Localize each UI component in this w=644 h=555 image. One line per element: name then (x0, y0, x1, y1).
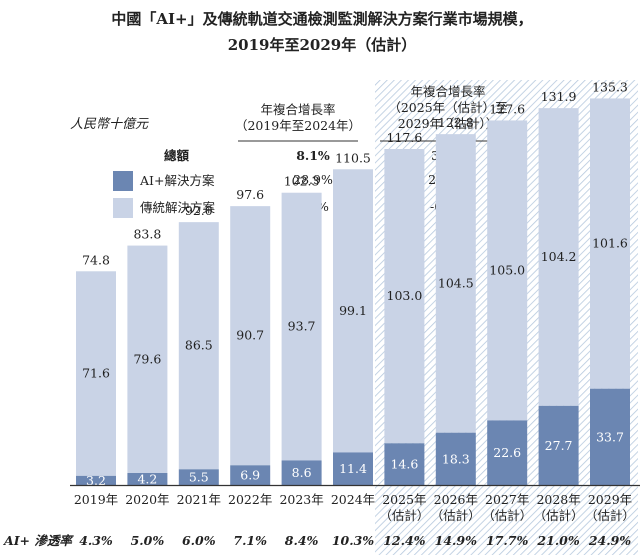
label-total: 131.9 (541, 89, 577, 104)
label-ai: 14.6 (390, 457, 418, 472)
bar-ai (76, 475, 116, 485)
cagr-header-2-line: 年複合增長率 (410, 84, 485, 99)
cagr-header-1-line: 年複合增長率 (260, 102, 335, 117)
x-tick-label: 2022年 (228, 492, 272, 507)
bar-ai (538, 405, 579, 485)
penetration-value: 24.9% (588, 533, 631, 548)
label-ai: 33.7 (596, 429, 624, 444)
bar-traditional (590, 98, 630, 389)
bar-traditional (333, 169, 373, 453)
bar-traditional (435, 134, 476, 433)
cagr-header-2-line: 2029年（估計）） (398, 116, 499, 131)
chart-title-line-2: 2019年至2029年（估計） (228, 36, 417, 54)
label-traditional: 86.5 (185, 338, 213, 353)
x-tick-label: 2019年 (74, 492, 118, 507)
bar-ai (435, 432, 476, 485)
penetration-value: 21.0% (536, 533, 579, 548)
label-ai: 5.5 (189, 470, 209, 485)
bar-ai (333, 452, 373, 485)
bar-ai (487, 420, 528, 485)
label-traditional: 101.6 (592, 236, 628, 251)
unit-label: 人民幣十億元 (70, 117, 149, 132)
cagr-header-1-line: （2019年至2024年） (235, 118, 361, 133)
label-ai: 6.9 (240, 468, 260, 483)
penetration-label: AI+ 滲透率 (3, 533, 74, 548)
label-ai: 3.2 (86, 473, 106, 488)
penetration-value: 14.9% (435, 533, 477, 548)
label-total: 117.6 (387, 130, 423, 145)
label-traditional: 104.2 (541, 249, 577, 264)
x-tick-label: （估計） (379, 508, 429, 523)
cagr-header-2-line: （2025年（估計）至 (388, 100, 507, 115)
label-total: 102.3 (284, 174, 320, 189)
label-ai: 8.6 (292, 465, 312, 480)
x-tick-label: 2027年 (485, 492, 529, 507)
x-tick-label: 2025年 (382, 492, 426, 507)
label-total: 110.5 (335, 150, 371, 165)
bar-traditional (230, 206, 271, 466)
label-ai: 27.7 (545, 438, 573, 453)
label-traditional: 105.0 (489, 262, 525, 277)
penetration-value: 12.4% (383, 533, 425, 548)
label-traditional: 103.0 (387, 288, 423, 303)
x-tick-label: （估計） (431, 508, 481, 523)
bar-ai (590, 388, 630, 485)
chart-title-line-1: 中國「AI+」及傳統軌道交通檢測監測解決方案行業市場規模， (111, 10, 532, 28)
label-traditional: 93.7 (288, 319, 316, 334)
label-total: 92.0 (185, 203, 213, 218)
legend-swatch (113, 171, 133, 191)
label-ai: 18.3 (442, 451, 470, 466)
bar-ai (178, 469, 219, 485)
cagr-value-2019-2024: 28.9% (293, 172, 333, 187)
label-total: 122.8 (438, 115, 474, 130)
penetration-value: 6.0% (182, 533, 216, 548)
label-traditional: 90.7 (236, 328, 264, 343)
bar-traditional (178, 222, 219, 470)
label-total: 135.3 (592, 79, 628, 94)
x-tick-label: （估計） (482, 508, 532, 523)
label-ai: 22.6 (493, 445, 521, 460)
label-traditional: 79.6 (133, 351, 161, 366)
penetration-value: 4.3% (79, 533, 113, 548)
label-total: 83.8 (133, 227, 161, 242)
bar-traditional (127, 245, 168, 473)
label-total: 74.8 (82, 252, 110, 267)
label-traditional: 99.1 (339, 303, 367, 318)
label-total: 97.6 (236, 187, 264, 202)
label-traditional: 71.6 (82, 366, 110, 381)
bar-ai (384, 443, 425, 485)
cagr-value-2019-2024: 8.1% (296, 148, 330, 163)
penetration-value: 10.3% (332, 533, 374, 548)
bar-ai (281, 460, 322, 485)
label-ai: 4.2 (137, 472, 157, 487)
bar-traditional (384, 149, 425, 444)
label-total: 127.6 (489, 101, 525, 116)
bar-ai (230, 465, 271, 485)
x-tick-label: 2026年 (434, 492, 478, 507)
x-tick-label: （估計） (585, 508, 635, 523)
bar-traditional (487, 120, 528, 421)
legend-swatch (113, 198, 133, 218)
label-traditional: 104.5 (438, 275, 474, 290)
penetration-value: 17.7% (486, 533, 528, 548)
legend-label: AI+解決方案 (139, 173, 215, 188)
label-ai: 11.4 (339, 461, 367, 476)
penetration-value: 8.4% (285, 533, 319, 548)
x-tick-label: 2021年 (177, 492, 221, 507)
x-tick-label: 2020年 (125, 492, 169, 507)
bar-traditional (281, 192, 322, 461)
x-tick-label: 2028年 (536, 492, 580, 507)
x-tick-label: 2024年 (331, 492, 375, 507)
x-tick-label: 2023年 (279, 492, 323, 507)
penetration-value: 5.0% (131, 533, 165, 548)
legend-label: 傳統解決方案 (140, 200, 216, 215)
bar-traditional (538, 108, 579, 406)
x-tick-label: 2029年 (588, 492, 632, 507)
bar-traditional (76, 271, 116, 476)
penetration-value: 7.1% (233, 533, 267, 548)
bar-ai (127, 473, 168, 485)
x-tick-label: （估計） (534, 508, 584, 523)
cagr-total-label: 總額 (164, 148, 190, 163)
